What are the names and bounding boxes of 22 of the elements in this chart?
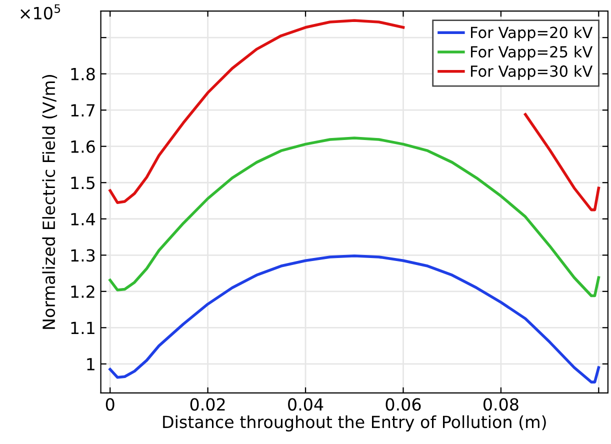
x-tick-label: 0.04: [288, 398, 324, 411]
y-tick-label: 1.6: [71, 140, 95, 153]
y-tick-label: 1.8: [71, 68, 95, 80]
y-tick-label: 1.5: [71, 176, 94, 190]
y-tick-label: 1.1: [71, 322, 94, 334]
y-tick-label: 1.2: [71, 285, 94, 298]
x-axis-title: Distance throughout the Entry of Pollution (m): [163, 415, 546, 432]
y-tick-label: 1: [87, 358, 94, 370]
text: ×10$^{5}$: [20, 4, 60, 20]
y-tick-label: 1.4: [71, 213, 96, 226]
x-tick-label: 0.02: [190, 398, 225, 411]
line-series: [108, 136, 600, 298]
x-tick-label: 0.08: [483, 398, 518, 411]
x-tick-label: 0: [106, 398, 114, 411]
y-axis-title: Normalized Electric Field (V/m): [42, 75, 58, 329]
y-tick-label: 1.7: [71, 104, 95, 116]
legend-label: For Vapp=30 kV: [471, 65, 593, 80]
y-tick-label: 1.3: [71, 249, 95, 262]
legend-label: For Vapp=25 kV: [471, 46, 593, 61]
line-series: [108, 254, 600, 384]
x-tick-label: 0.06: [386, 398, 421, 411]
legend-label: For Vapp=20 kV: [471, 26, 593, 42]
